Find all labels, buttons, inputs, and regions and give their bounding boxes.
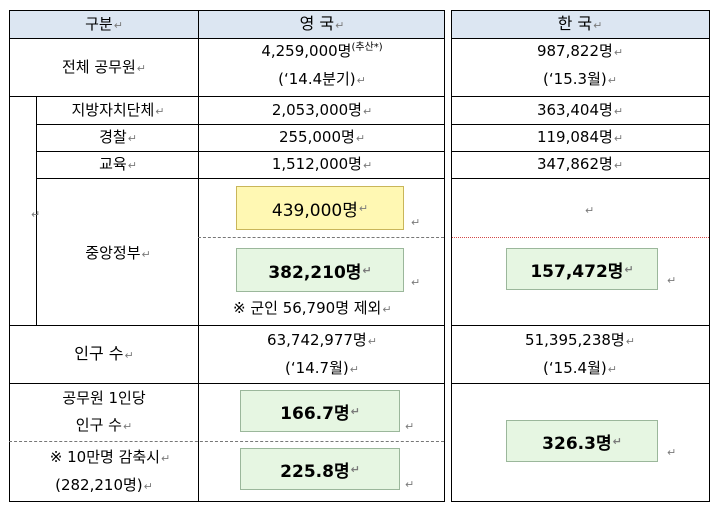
row-percapita-label-2: 인구 수↵	[75, 416, 133, 434]
row-police-label: 경찰↵	[99, 128, 137, 146]
row-reduction-uk: 225.8명 ↵	[240, 448, 400, 490]
row-population-label: 인구 수↵	[74, 344, 134, 363]
row-population-uk-value: 63,742,977명↵	[267, 331, 377, 349]
row-reduction-label-1: ※ 10만명 감축시↵	[49, 448, 171, 466]
row-local-label: 지방자치단체↵	[71, 101, 165, 119]
row-percapita-kr: 326.3명 ↵	[506, 420, 658, 462]
row-central-kr-value: 157,472명 ↵	[506, 248, 658, 290]
header-row-left	[9, 11, 444, 38]
header-uk: 영 국↵	[299, 14, 345, 33]
row-percapita-uk: 166.7명 ↵	[240, 390, 400, 432]
row-total-uk-period: (‘14.4분기)↵	[278, 70, 366, 88]
return-mark: ↵	[31, 208, 41, 221]
row-total-uk-value: 4,259,000명(추산*)	[261, 42, 383, 60]
row-total-kr-value: 987,822명↵	[536, 42, 624, 60]
header-kr: 한 국↵	[557, 14, 603, 33]
row-central-uk-note: ※ 군인 56,790명 제외↵	[233, 299, 392, 317]
header-category: 구분↵	[85, 15, 123, 33]
row-police-kr: 119,084명↵	[536, 128, 624, 146]
row-central-uk-value-1: 439,000명 ↵	[236, 186, 404, 230]
row-local-uk: 2,053,000명↵	[271, 101, 373, 119]
row-total-label: 전체 공무원↵	[62, 58, 146, 76]
row-reduction-label-2: (282,210명)↵	[55, 476, 153, 494]
row-central-uk-value-2: 382,210명 ↵	[236, 248, 404, 292]
row-central-label: 중앙정부↵	[85, 244, 151, 262]
row-population-kr-period: (‘15.4월)↵	[543, 359, 617, 377]
row-education-uk: 1,512,000명↵	[271, 155, 373, 173]
row-percapita-label-1: 공무원 1인당	[62, 389, 146, 407]
row-education-label: 교육↵	[99, 155, 137, 173]
row-population-kr-value: 51,395,238명↵	[525, 331, 635, 349]
row-population-uk-period: (‘14.7월)↵	[285, 359, 359, 377]
row-total-kr-period: (‘15.3월)↵	[543, 70, 617, 88]
row-education-kr: 347,862명↵	[536, 155, 624, 173]
row-police-uk: 255,000명↵	[278, 128, 366, 146]
row-local-kr: 363,404명↵	[536, 101, 624, 119]
header-row-right	[451, 11, 709, 38]
